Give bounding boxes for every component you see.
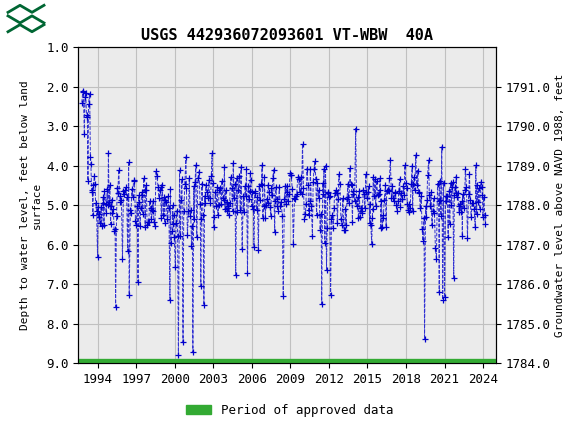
Y-axis label: Depth to water level, feet below land
surface: Depth to water level, feet below land su… xyxy=(20,80,42,330)
FancyBboxPatch shape xyxy=(6,3,48,32)
Title: USGS 442936072093601 VT-WBW  40A: USGS 442936072093601 VT-WBW 40A xyxy=(141,28,433,43)
Legend: Period of approved data: Period of approved data xyxy=(181,399,399,421)
Y-axis label: Groundwater level above NAVD 1988, feet: Groundwater level above NAVD 1988, feet xyxy=(555,74,565,337)
Text: USGS: USGS xyxy=(54,8,114,27)
